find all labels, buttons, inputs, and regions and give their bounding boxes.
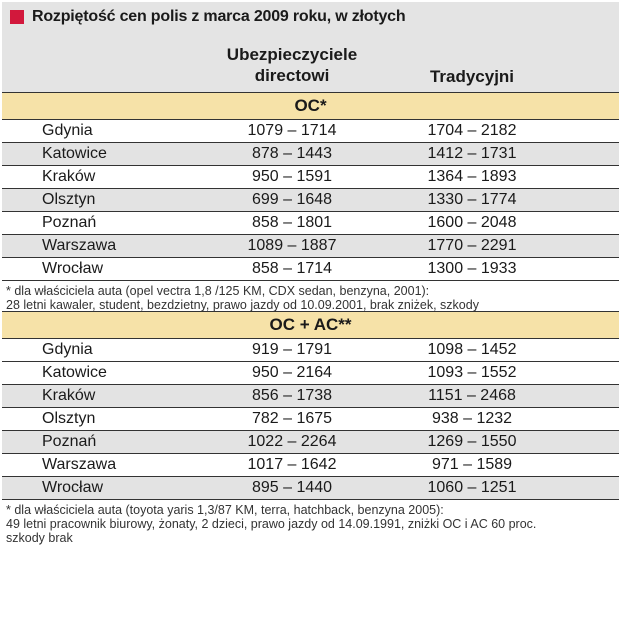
table-row: Warszawa 1017 – 1642 971 – 1589: [2, 454, 619, 477]
city-cell: Warszawa: [42, 456, 117, 473]
table-row: Wrocław 895 – 1440 1060 – 1251: [2, 477, 619, 500]
column-header-traditional: Tradycyjni: [429, 67, 515, 86]
direct-price-cell: 1017 – 1642: [247, 456, 337, 473]
traditional-price-cell: 938 – 1232: [431, 410, 513, 427]
city-cell: Katowice: [42, 364, 107, 381]
red-square-icon: [10, 10, 24, 24]
table-row: Kraków 856 – 1738 1151 – 2468: [2, 385, 619, 408]
column-headers: Ubezpieczyciele directowi Tradycyjni: [2, 32, 619, 92]
traditional-price-cell: 1300 – 1933: [427, 260, 517, 277]
table-row: Katowice 950 – 2164 1093 – 1552: [2, 362, 619, 385]
traditional-price-cell: 1151 – 2468: [428, 387, 516, 404]
direct-price-cell: 699 – 1648: [251, 191, 333, 208]
direct-price-cell: 1022 – 2264: [247, 433, 337, 450]
footnote-oc-ac: * dla właściciela auta (toyota yaris 1,3…: [2, 500, 619, 548]
traditional-price-cell: 1093 – 1552: [427, 364, 517, 381]
city-cell: Katowice: [42, 145, 107, 162]
city-cell: Gdynia: [42, 341, 93, 358]
footnote-oc-line2: 28 letni kawaler, student, bezdzietny, p…: [6, 298, 479, 312]
table-row: Gdynia 1079 – 1714 1704 – 2182: [2, 120, 619, 143]
direct-price-cell: 856 – 1738: [251, 387, 333, 404]
city-cell: Poznań: [42, 433, 97, 450]
price-range-table: Rozpiętość cen polis z marca 2009 roku, …: [2, 2, 619, 548]
table-row: Kraków 950 – 1591 1364 – 1893: [2, 166, 619, 189]
traditional-price-cell: 1770 – 2291: [427, 237, 517, 254]
table-row: Gdynia 919 – 1791 1098 – 1452: [2, 339, 619, 362]
footnote-oc-ac-line1: * dla właściciela auta (toyota yaris 1,3…: [6, 503, 444, 517]
title-bar: Rozpiętość cen polis z marca 2009 roku, …: [2, 2, 619, 32]
section-header-oc-ac: OC + AC**: [2, 311, 619, 339]
section-header-oc: OC*: [2, 92, 619, 120]
traditional-price-cell: 1060 – 1251: [427, 479, 517, 496]
traditional-price-cell: 971 – 1589: [431, 456, 513, 473]
footnote-oc-line1: * dla właściciela auta (opel vectra 1,8 …: [6, 284, 430, 298]
table-title: Rozpiętość cen polis z marca 2009 roku, …: [32, 8, 406, 25]
table-row: Poznań 1022 – 2264 1269 – 1550: [2, 431, 619, 454]
direct-price-cell: 950 – 2164: [251, 364, 333, 381]
direct-price-cell: 895 – 1440: [251, 479, 333, 496]
table-row: Wrocław 858 – 1714 1300 – 1933: [2, 258, 619, 281]
city-cell: Olsztyn: [42, 410, 96, 427]
table-row: Olsztyn 782 – 1675 938 – 1232: [2, 408, 619, 431]
direct-price-cell: 878 – 1443: [251, 145, 333, 162]
traditional-price-cell: 1330 – 1774: [427, 191, 517, 208]
city-cell: Wrocław: [42, 479, 104, 496]
direct-price-cell: 782 – 1675: [251, 410, 333, 427]
table-row: Poznań 858 – 1801 1600 – 2048: [2, 212, 619, 235]
direct-price-cell: 950 – 1591: [251, 168, 333, 185]
table-row: Olsztyn 699 – 1648 1330 – 1774: [2, 189, 619, 212]
city-cell: Poznań: [42, 214, 97, 231]
footnote-oc-ac-line3: szkody brak: [6, 531, 73, 545]
traditional-price-cell: 1412 – 1731: [427, 145, 517, 162]
direct-price-cell: 858 – 1714: [251, 260, 333, 277]
table-row: Katowice 878 – 1443 1412 – 1731: [2, 143, 619, 166]
footnote-oc: * dla właściciela auta (opel vectra 1,8 …: [2, 281, 619, 312]
city-cell: Wrocław: [42, 260, 104, 277]
direct-price-cell: 858 – 1801: [251, 214, 333, 231]
city-cell: Kraków: [42, 387, 96, 404]
traditional-price-cell: 1269 – 1550: [427, 433, 517, 450]
traditional-price-cell: 1704 – 2182: [427, 122, 517, 139]
column-header-direct-line2: directowi: [254, 66, 330, 85]
city-cell: Gdynia: [42, 122, 93, 139]
city-cell: Kraków: [42, 168, 96, 185]
column-header-direct: Ubezpieczyciele directowi: [212, 44, 372, 86]
direct-price-cell: 1089 – 1887: [247, 237, 337, 254]
direct-price-cell: 1079 – 1714: [247, 122, 337, 139]
city-cell: Olsztyn: [42, 191, 96, 208]
column-header-direct-line1: Ubezpieczyciele: [226, 45, 358, 64]
traditional-price-cell: 1364 – 1893: [427, 168, 517, 185]
city-cell: Warszawa: [42, 237, 117, 254]
footnote-oc-ac-line2: 49 letni pracownik biurowy, żonaty, 2 dz…: [6, 517, 537, 531]
table-row: Warszawa 1089 – 1887 1770 – 2291: [2, 235, 619, 258]
traditional-price-cell: 1098 – 1452: [427, 341, 517, 358]
traditional-price-cell: 1600 – 2048: [427, 214, 517, 231]
direct-price-cell: 919 – 1791: [251, 341, 333, 358]
